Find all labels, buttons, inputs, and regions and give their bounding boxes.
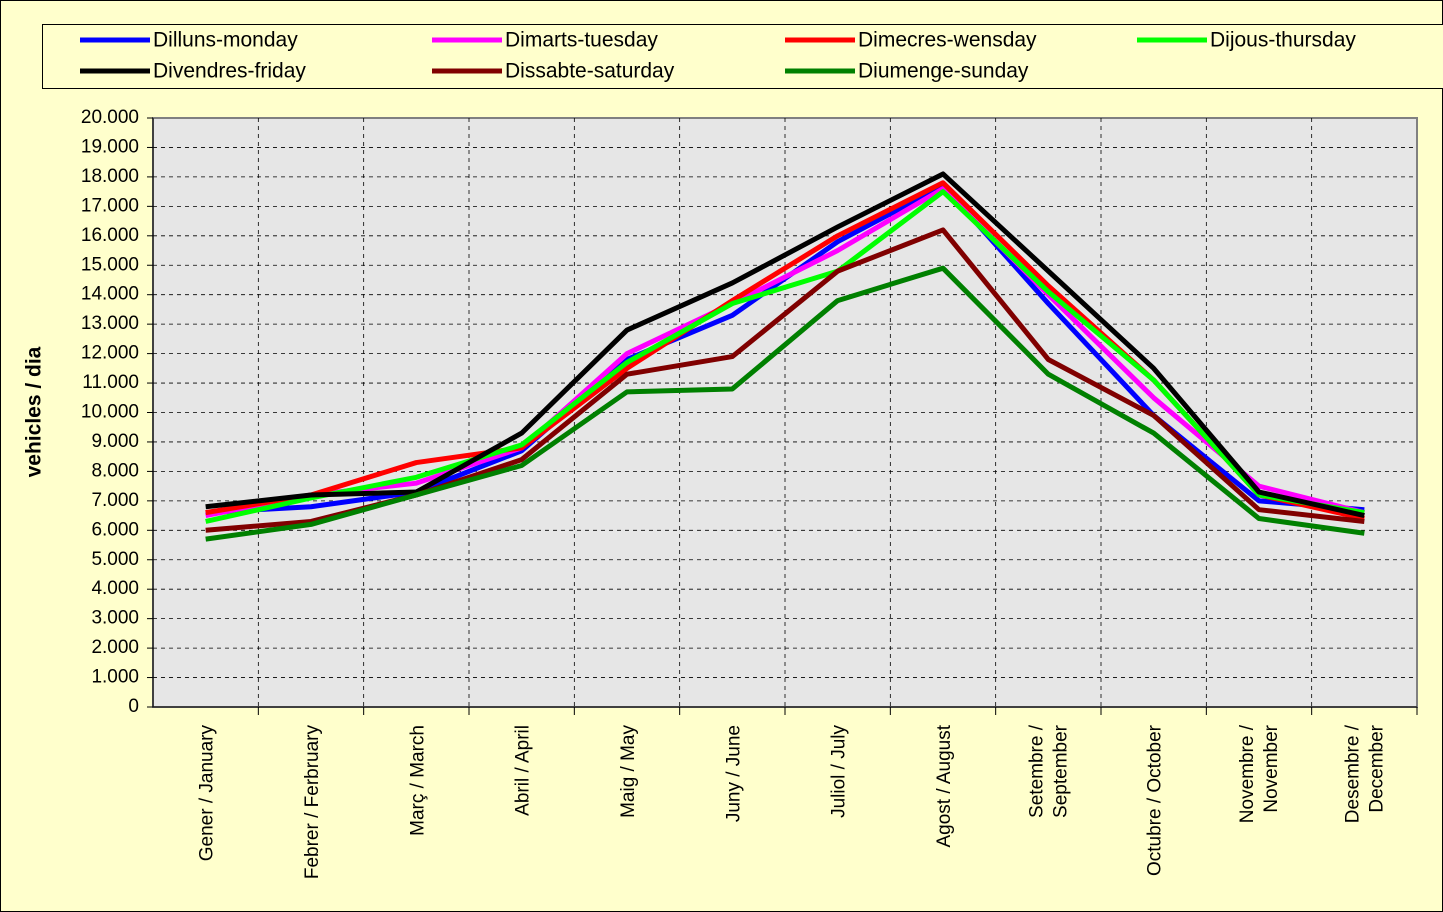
y-tick-label: 8.000	[91, 460, 139, 481]
y-tick-label: 7.000	[91, 490, 139, 511]
legend-label: Diumenge-sunday	[858, 60, 1029, 83]
y-tick-label: 6.000	[91, 519, 139, 540]
legend-box	[42, 24, 1443, 89]
x-tick-label: Agost / August	[934, 724, 955, 847]
x-tick-label: Novembre / November	[1237, 724, 1282, 823]
legend-label: Dimecres-wensday	[858, 29, 1037, 52]
y-tick-label: 4.000	[91, 578, 139, 599]
x-tick-label: Setembre / September	[1026, 724, 1071, 818]
x-tick-label: Juliol / July	[829, 725, 850, 818]
x-tick-label: Gener / January	[197, 725, 218, 862]
legend-label: Dimarts-tuesday	[505, 29, 658, 52]
series-line	[205, 186, 1365, 519]
y-tick-label: 0	[128, 696, 139, 717]
x-tick-label: Desembre / December	[1342, 724, 1387, 823]
y-tick-label: 1.000	[91, 667, 139, 688]
x-tick-label: Octubre / October	[1145, 724, 1166, 876]
y-tick-label: 19.000	[81, 136, 139, 157]
y-tick-label: 13.000	[81, 313, 139, 334]
y-tick-label: 16.000	[81, 225, 139, 246]
y-tick-label: 5.000	[91, 549, 139, 570]
y-tick-label: 15.000	[81, 254, 139, 275]
y-tick-label: 12.000	[81, 343, 139, 364]
y-tick-label: 18.000	[81, 166, 139, 187]
y-tick-label: 2.000	[91, 637, 139, 658]
legend-label: Dilluns-monday	[153, 29, 298, 52]
y-axis-label: vehicles / dia	[23, 346, 46, 477]
x-tick-label: Maig / May	[618, 725, 639, 818]
y-tick-label: 9.000	[91, 431, 139, 452]
series-line	[205, 189, 1365, 524]
x-tick-label: Febrer / Ferbruary	[302, 725, 323, 880]
y-tick-label: 10.000	[81, 402, 139, 423]
y-tick-label: 14.000	[81, 284, 139, 305]
x-tick-label: Abril / April	[513, 725, 534, 816]
series-line	[205, 171, 1365, 519]
y-tick-label: 11.000	[82, 372, 139, 393]
legend-label: Divendres-friday	[153, 60, 306, 83]
legend-label: Dijous-thursday	[1210, 29, 1356, 52]
y-tick-label: 3.000	[91, 608, 139, 629]
y-tick-label: 17.000	[81, 195, 139, 216]
x-tick-label: Juny / June	[723, 725, 744, 822]
y-tick-label: 20.000	[81, 107, 139, 128]
x-tick-label: Març / March	[407, 725, 428, 836]
legend-label: Dissabte-saturday	[505, 60, 675, 83]
series-line	[205, 265, 1365, 542]
